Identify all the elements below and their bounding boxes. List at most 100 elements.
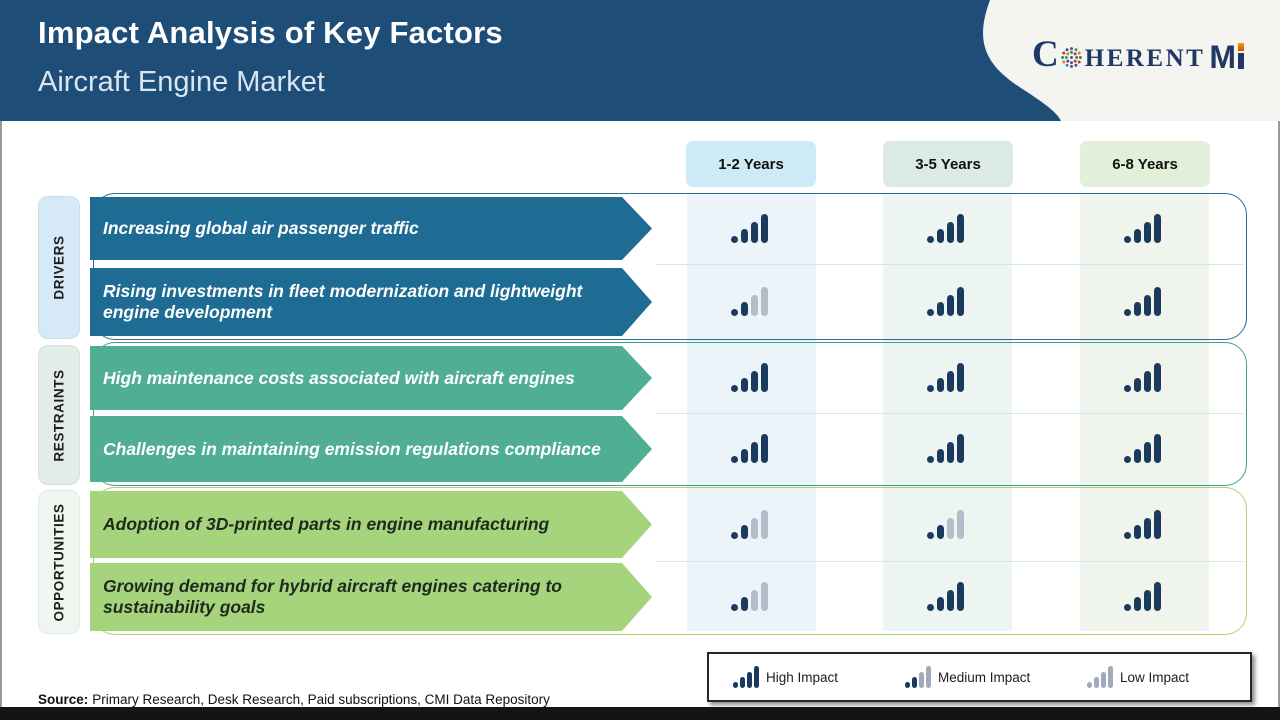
impact-icon-high [730,363,768,392]
impact-icon-high [1123,287,1161,316]
impact-bar [1153,287,1161,316]
impact-icon-high [1123,582,1161,611]
impact-bar [946,442,954,463]
impact-bar [1123,531,1131,539]
impact-bar [936,597,944,611]
impact-bar [1108,666,1113,688]
factor-text: Challenges in maintaining emission regul… [103,438,601,459]
impact-bar [1123,309,1131,316]
bottom-bar [0,707,1280,720]
impact-icon-high [1123,509,1161,539]
logo-i-dot [1238,43,1244,52]
impact-bar [956,582,964,611]
impact-bar [936,524,944,539]
impact-bar [946,295,954,316]
legend-item-high: High Impact [733,654,838,700]
impact-bar [919,672,924,688]
row-separator [656,413,1243,414]
impact-icon-medium [926,509,964,539]
impact-bar [926,666,931,688]
impact-bar [946,371,954,392]
impact-bar [1101,672,1106,688]
impact-bar [747,672,752,688]
impact-bar [730,456,738,463]
factor-banner: Rising investments in fleet modernizatio… [90,268,652,336]
category-label-drivers: DRIVERS [38,196,80,339]
impact-bar [760,213,768,243]
legend-label: Low Impact [1120,669,1190,685]
factor-text: Adoption of 3D-printed parts in engine m… [103,514,550,535]
impact-bar [740,378,748,392]
impact-bar [750,295,758,316]
header-curve-shape [983,0,1280,121]
logo-letter-c: C [1032,34,1059,75]
impact-bar [1143,590,1151,611]
header: Impact Analysis of Key Factors Aircraft … [0,0,1280,121]
impact-bar [956,363,964,392]
legend-label: High Impact [766,669,839,685]
group-outline-restraints [93,342,1247,486]
impact-bar [926,456,934,463]
group-outline-opportunities [93,487,1247,635]
impact-bar [956,213,964,243]
high-impact-icon [733,666,759,688]
medium-impact-icon [905,666,931,688]
impact-bar [936,378,944,392]
impact-bar [926,531,934,539]
brand-logo: C HERENT M [1032,34,1244,75]
impact-bar [750,590,758,611]
impact-icon-medium [730,582,768,611]
impact-bar [1143,221,1151,243]
legend: High Impact Medium Impact Low Impact [707,652,1252,702]
impact-bar [760,363,768,392]
impact-bar [956,434,964,463]
impact-bar [730,235,738,243]
impact-icon-high [730,213,768,243]
impact-bar [1123,604,1131,611]
impact-bar [740,597,748,611]
category-label-restraints: RESTRAINTS [38,345,80,485]
source-note: Source: Primary Research, Desk Research, … [38,692,550,707]
impact-bar [1143,442,1151,463]
impact-bar [956,509,964,539]
impact-bar [905,682,910,688]
category-label-text: DRIVERS [51,235,67,300]
impact-bar [760,287,768,316]
factor-text: Growing demand for hybrid aircraft engin… [103,576,562,617]
legend-label: Medium Impact [938,669,1031,685]
impact-bar [1133,378,1141,392]
impact-bar [760,434,768,463]
impact-icon-high [926,287,964,316]
impact-bar [1094,677,1099,688]
slide-left-border [0,0,2,720]
impact-bar [740,228,748,243]
impact-bar [730,309,738,316]
category-label-opportunities: OPPORTUNITIES [38,490,80,634]
impact-icon-medium [730,287,768,316]
impact-bar [730,531,738,539]
impact-icon-high [1123,363,1161,392]
impact-icon-high [926,582,964,611]
impact-bar [730,385,738,392]
factor-banner: Increasing global air passenger traffic [90,197,652,260]
impact-bar [740,677,745,688]
impact-bar [1153,363,1161,392]
factor-text: Increasing global air passenger traffic [103,218,419,239]
column-header-1: 1-2 Years [686,141,816,187]
impact-bar [912,677,917,688]
impact-icon-high [926,213,964,243]
group-outline-drivers [93,193,1247,340]
impact-bar [956,287,964,316]
impact-bar [1143,295,1151,316]
impact-bar [1123,235,1131,243]
factor-banner: Challenges in maintaining emission regul… [90,416,652,482]
impact-bar [1123,456,1131,463]
impact-bar [936,449,944,463]
column-header-2: 3-5 Years [883,141,1013,187]
impact-bar [1153,213,1161,243]
page-title: Impact Analysis of Key Factors [38,15,503,50]
source-label: Source: [38,692,89,707]
impact-bar [936,228,944,243]
impact-bar [1153,434,1161,463]
factor-banner: Growing demand for hybrid aircraft engin… [90,563,652,631]
